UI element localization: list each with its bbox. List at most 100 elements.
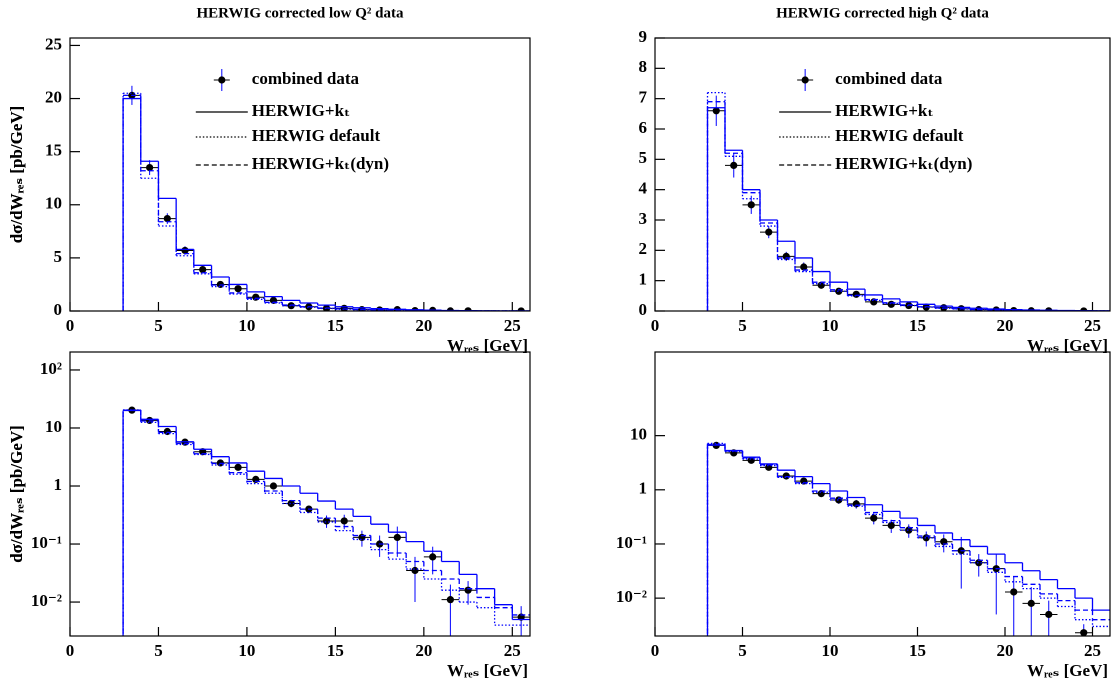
y-tick-label: 10⁻² — [616, 587, 647, 606]
x-tick-label: 5 — [738, 641, 747, 660]
point — [870, 514, 878, 522]
data-point — [1075, 624, 1093, 636]
data-point — [140, 160, 159, 176]
y-tick-label: 0 — [639, 300, 648, 319]
data-point — [441, 584, 460, 636]
point — [163, 214, 171, 223]
x-tick-label: 20 — [997, 641, 1014, 660]
plot-area — [708, 442, 1110, 636]
data-point — [725, 153, 743, 178]
chart-title: HERWIG corrected high Q² data — [776, 5, 989, 21]
y-tick-label: 9 — [639, 27, 648, 46]
y-tick-label: 25 — [45, 34, 62, 53]
y-axis-label: dσ/dWᵣₑₛ [pb/GeV] — [7, 425, 26, 563]
data-point — [987, 554, 1005, 615]
data-point — [742, 195, 760, 214]
x-tick-label: 15 — [909, 316, 926, 335]
legend-label: HERWIG+kₜ(dyn) — [252, 154, 389, 173]
point — [765, 228, 773, 236]
data-point — [193, 265, 212, 274]
data-point — [353, 530, 371, 547]
legend-label: combined data — [252, 69, 360, 88]
point — [234, 463, 242, 471]
y-tick-label: 7 — [639, 88, 648, 107]
data-point — [847, 499, 865, 509]
legend-label: HERWIG default — [835, 126, 964, 145]
point — [975, 559, 983, 567]
point — [199, 265, 207, 274]
data-point — [1005, 576, 1023, 636]
point — [429, 553, 437, 561]
point — [446, 596, 454, 604]
y-axis-label: dσ/dWᵣₑₛ [pb/GeV] — [7, 425, 26, 563]
data-point — [1040, 600, 1058, 636]
x-tick-label: 10 — [822, 316, 839, 335]
data-point — [865, 298, 883, 306]
y-axis-label: dσ/dWᵣₑₛ [pb/GeV] — [7, 106, 26, 244]
data-point — [1022, 587, 1040, 636]
x-tick-label: 20 — [997, 316, 1014, 335]
data-point — [900, 524, 918, 538]
y-tick-label: 4 — [639, 179, 648, 198]
data-point — [882, 300, 900, 308]
point — [852, 290, 860, 298]
legend-label: combined data — [835, 69, 943, 88]
x-tick-label: 0 — [66, 316, 75, 335]
x-tick-label: 5 — [154, 316, 163, 335]
legend-label: HERWIG+kₜ — [835, 101, 934, 120]
data-point — [847, 290, 865, 298]
plot-frame — [654, 351, 1111, 637]
y-tick-label: 1 — [639, 479, 648, 498]
y-tick-label: 5 — [54, 247, 63, 266]
data-point — [952, 536, 970, 589]
x-tick-label: 5 — [738, 316, 747, 335]
x-tick-label: 25 — [1084, 316, 1101, 335]
x-tick-label: 20 — [415, 641, 432, 660]
x-tick-label: 0 — [66, 641, 75, 660]
point — [887, 521, 895, 530]
plot-area — [123, 85, 530, 311]
plot-frame — [69, 37, 531, 312]
y-tick-label: 2 — [639, 239, 648, 258]
point — [747, 201, 755, 209]
legend-marker — [218, 76, 226, 84]
data-point — [229, 285, 247, 293]
point — [905, 526, 913, 534]
y-tick-label: 20 — [45, 87, 62, 106]
x-tick-label: 25 — [504, 641, 521, 660]
panel: Wᵣₑₛ [GeV]dσ/dWᵣₑₛ [pb/GeV]0 5 10 15 20 2510⁻… — [7, 351, 1111, 680]
panel: HERWIG corrected high Q² data Wᵣₑₛ [GeV] d… — [7, 5, 1111, 355]
data-point — [917, 531, 935, 547]
point — [181, 246, 189, 255]
y-tick-label: 1 — [639, 270, 648, 289]
x-tick-label: 20 — [415, 316, 432, 335]
point — [322, 517, 331, 525]
y-tick-label: 3 — [639, 209, 648, 228]
legend-marker — [801, 76, 809, 84]
x-axis-label: Wᵣₑₛ [GeV] — [1027, 336, 1108, 355]
data-point — [882, 519, 900, 533]
point — [411, 566, 419, 575]
y-tick-label: 10 — [630, 425, 647, 444]
point — [712, 107, 720, 115]
legend-label: HERWIG+kₜ — [252, 101, 351, 120]
y-tick-label: 10 — [45, 417, 62, 436]
point — [1027, 599, 1035, 607]
point — [887, 300, 895, 308]
data-point — [777, 472, 795, 480]
x-tick-label: 25 — [504, 316, 521, 335]
x-tick-label: 25 — [1084, 641, 1101, 660]
x-tick-label: 15 — [327, 316, 344, 335]
y-tick-label: 10⁻² — [31, 591, 62, 610]
plot-frame — [654, 37, 1111, 312]
x-tick-label: 0 — [651, 641, 660, 660]
data-point — [970, 554, 988, 577]
plot-area — [123, 406, 530, 636]
data-point — [388, 526, 407, 557]
point — [287, 499, 295, 508]
y-tick-label: 15 — [45, 141, 62, 160]
data-point — [865, 513, 883, 525]
point — [1080, 629, 1088, 636]
y-tick-label: 10⁻¹ — [616, 533, 647, 552]
